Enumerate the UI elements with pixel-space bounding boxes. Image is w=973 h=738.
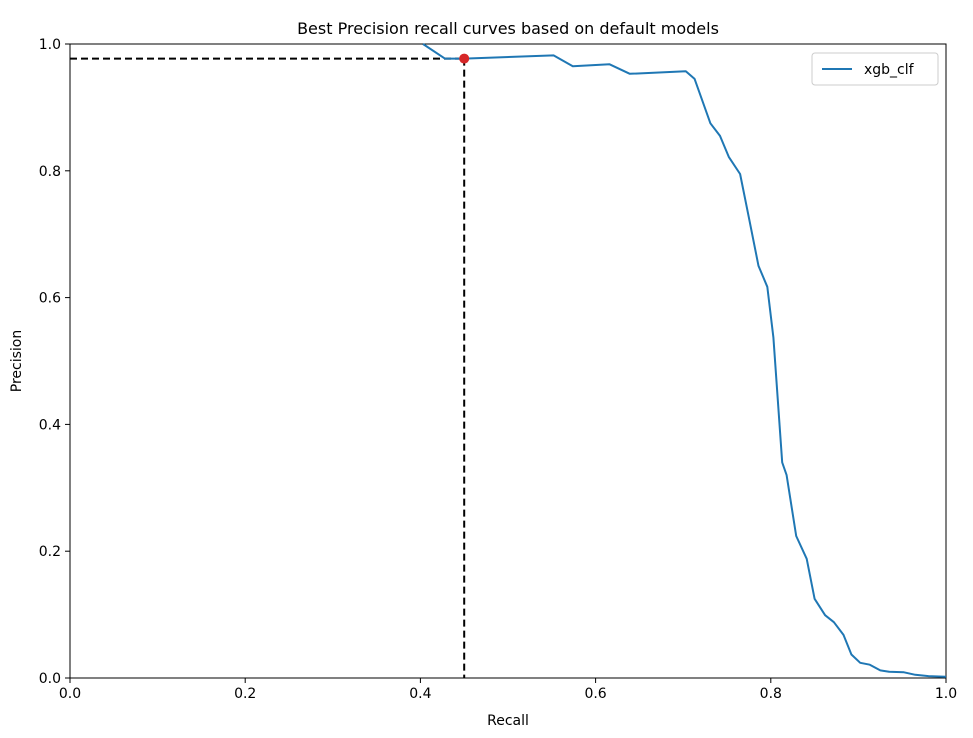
chart-title: Best Precision recall curves based on de… bbox=[297, 19, 719, 38]
y-axis-ticks: 0.0 0.2 0.4 0.6 0.8 1.0 bbox=[39, 37, 70, 687]
plot-frame bbox=[69, 43, 947, 679]
x-tick-label: 1.0 bbox=[935, 686, 957, 702]
x-tick-label: 0.6 bbox=[584, 686, 606, 702]
legend-label-xgb-clf: xgb_clf bbox=[864, 62, 915, 78]
y-tick-label: 0.2 bbox=[39, 544, 61, 560]
y-tick-label: 1.0 bbox=[39, 37, 61, 53]
legend-box bbox=[811, 52, 939, 86]
y-tick-label: 0.6 bbox=[39, 291, 61, 307]
x-tick-label: 0.8 bbox=[760, 686, 782, 702]
best-point-layer bbox=[459, 53, 470, 64]
y-tick-label: 0.8 bbox=[39, 164, 61, 180]
series-layer bbox=[422, 43, 947, 678]
x-tick-label: 0.0 bbox=[59, 686, 81, 702]
x-axis-ticks: 0.0 0.2 0.4 0.6 0.8 1.0 bbox=[59, 678, 957, 702]
best-point-marker bbox=[459, 53, 470, 64]
plot-area bbox=[69, 43, 947, 679]
legend: xgb_clf bbox=[811, 52, 939, 86]
y-tick-label: 0.0 bbox=[39, 671, 61, 687]
y-tick-label: 0.4 bbox=[39, 417, 61, 433]
series-line-xgb-clf bbox=[422, 43, 947, 678]
x-axis-label: Recall bbox=[487, 713, 529, 729]
x-tick-label: 0.2 bbox=[234, 686, 256, 702]
best-point-guides bbox=[70, 57, 466, 678]
y-axis-label: Precision bbox=[9, 330, 25, 392]
x-tick-label: 0.4 bbox=[409, 686, 431, 702]
